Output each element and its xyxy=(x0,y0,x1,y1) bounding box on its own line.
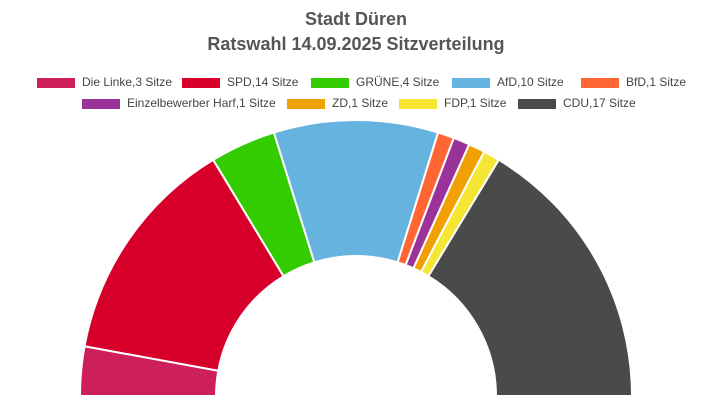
legend-label: GRÜNE,4 Sitze xyxy=(356,75,440,89)
chart-subtitle: Ratswahl 14.09.2025 Sitzverteilung xyxy=(207,34,504,54)
segment xyxy=(427,158,634,397)
legend-label: AfD,10 Sitze xyxy=(497,75,564,89)
legend-swatch xyxy=(581,78,619,88)
legend-label: SPD,14 Sitze xyxy=(227,75,299,89)
legend-swatch xyxy=(37,78,75,88)
legend-label: Einzelbewerber Harf,1 Sitze xyxy=(127,96,276,110)
legend-swatch xyxy=(82,99,120,109)
legend-label: FDP,1 Sitze xyxy=(444,96,507,110)
legend-swatch xyxy=(518,99,556,109)
legend-swatch xyxy=(452,78,490,88)
legend-label: BfD,1 Sitze xyxy=(626,75,686,89)
legend-swatch xyxy=(182,78,220,88)
legend-label: ZD,1 Sitze xyxy=(332,96,388,110)
legend-swatch xyxy=(287,99,325,109)
legend-label: Die Linke,3 Sitze xyxy=(82,75,172,89)
chart-title: Stadt Düren xyxy=(305,9,407,29)
legend-swatch xyxy=(311,78,349,88)
legend-label: CDU,17 Sitze xyxy=(563,96,636,110)
legend-swatch xyxy=(399,99,437,109)
